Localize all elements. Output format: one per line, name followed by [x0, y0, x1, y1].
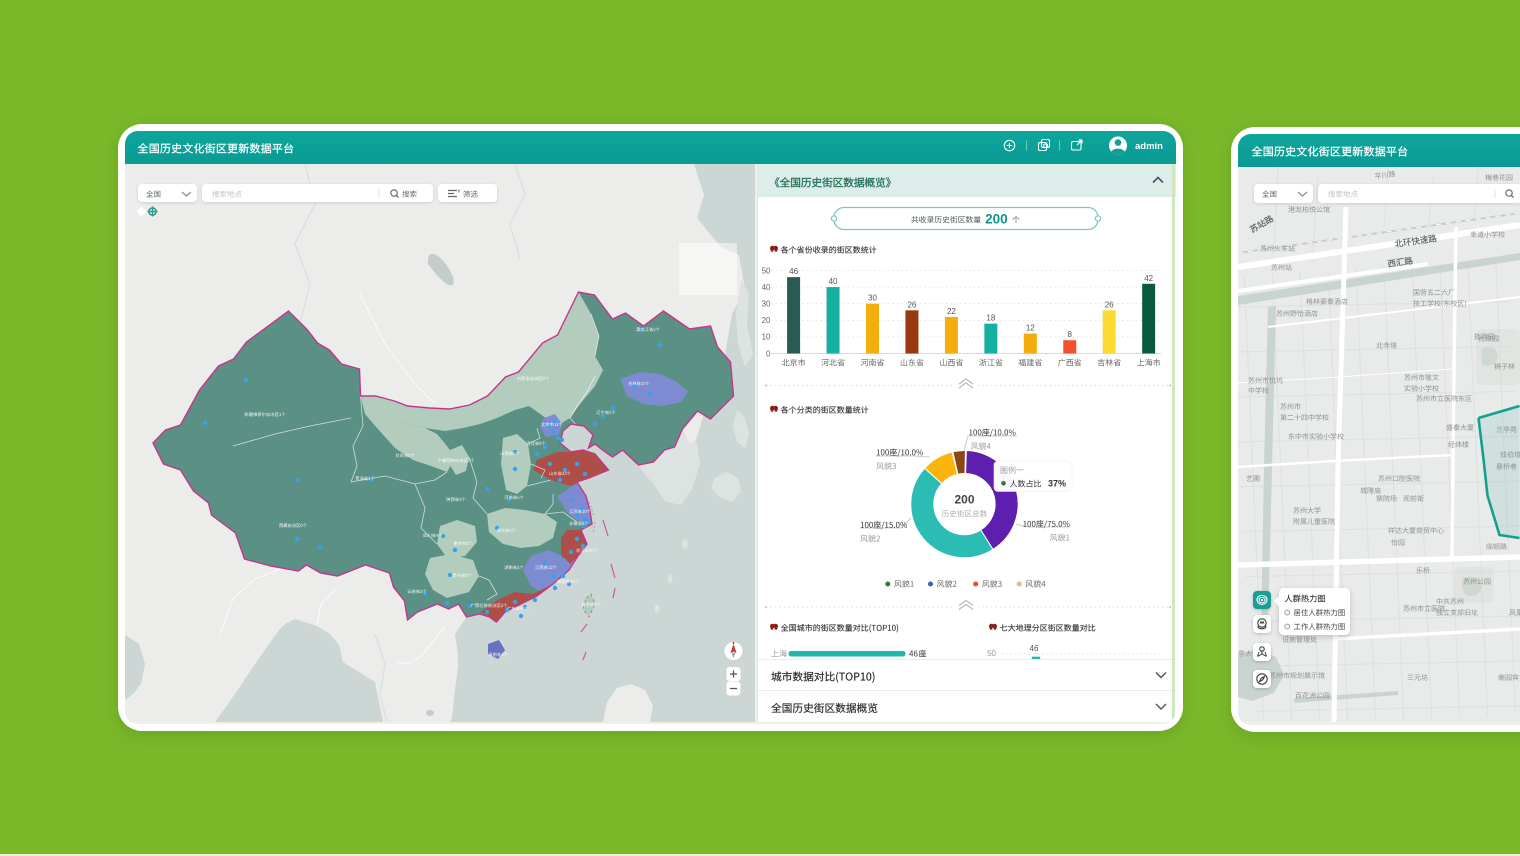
svg-text:12: 12: [1025, 324, 1034, 333]
svg-text:30: 30: [868, 294, 877, 303]
svg-text:50: 50: [987, 649, 996, 658]
svg-text:37%: 37%: [1048, 479, 1066, 489]
svg-text:40: 40: [761, 283, 770, 292]
svg-text:22: 22: [946, 307, 955, 316]
svg-text:200: 200: [954, 493, 974, 507]
svg-text:42: 42: [1144, 274, 1153, 283]
svg-text:30: 30: [761, 300, 770, 309]
svg-text:40: 40: [828, 277, 837, 286]
svg-text:8: 8: [1067, 330, 1072, 339]
svg-text:26: 26: [907, 300, 916, 309]
svg-text:50: 50: [761, 266, 770, 275]
svg-text:0: 0: [766, 349, 771, 358]
svg-text:admin: admin: [1135, 140, 1163, 151]
svg-text:18: 18: [986, 314, 995, 323]
svg-text:46: 46: [1029, 644, 1038, 653]
svg-text:46: 46: [789, 267, 798, 276]
svg-text:10: 10: [761, 333, 770, 342]
svg-text:20: 20: [761, 316, 770, 325]
svg-text:200: 200: [985, 212, 1008, 227]
svg-text:46: 46: [909, 650, 918, 659]
svg-text:26: 26: [1104, 300, 1113, 309]
